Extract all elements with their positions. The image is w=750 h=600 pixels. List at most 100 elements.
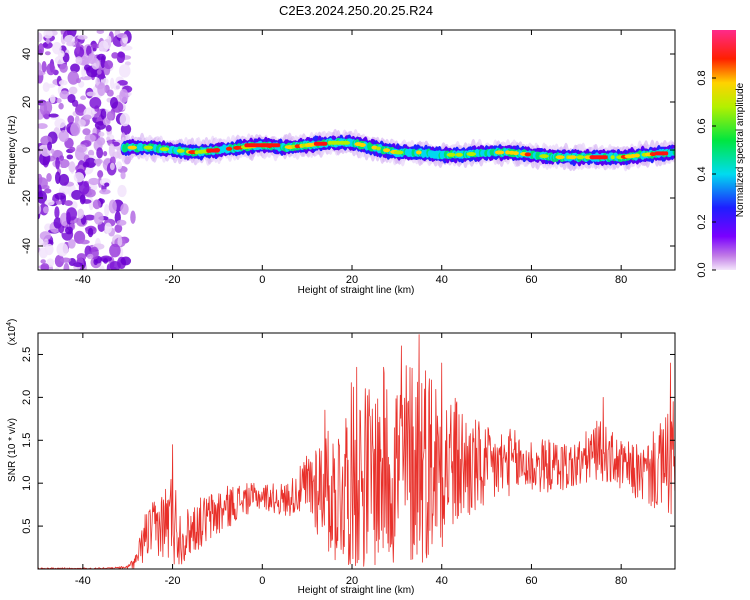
- noise-blob: [120, 203, 129, 216]
- noise-blob: [93, 211, 104, 225]
- ridge-core: [567, 155, 577, 160]
- noise-blob: [86, 45, 92, 57]
- noise-blob: [58, 158, 70, 169]
- noise-blob: [86, 91, 96, 97]
- noise-blob: [108, 199, 117, 214]
- noise-blob: [96, 137, 106, 146]
- ridge-core: [358, 143, 366, 148]
- noise-blob: [43, 206, 49, 214]
- ridge-peak: [589, 155, 608, 160]
- noise-blob: [38, 184, 42, 197]
- noise-blob: [60, 257, 72, 263]
- ridge-core: [393, 150, 404, 155]
- y-tick-label: -20: [21, 190, 33, 206]
- noise-blob: [46, 173, 52, 182]
- noise-blob: [77, 35, 88, 40]
- snr-panel: -40 -20 0 20 40 60 80 0.5 1.0 1.5 2.0 2.5 Height o…: [6, 319, 676, 596]
- noise-blob: [69, 146, 76, 153]
- noise-blob: [109, 243, 121, 258]
- noise-blob: [57, 50, 65, 58]
- noise-blob: [117, 80, 128, 86]
- noise-blob: [104, 204, 110, 217]
- x-tick-label: 60: [525, 274, 537, 286]
- ridge-core: [376, 146, 381, 151]
- noise-blob: [106, 89, 114, 97]
- noise-blob: [54, 254, 65, 268]
- snr-multiplier-exponent: 4: [6, 322, 13, 326]
- noise-blob: [78, 181, 90, 195]
- noise-blob: [115, 161, 123, 170]
- noise-blob: [88, 177, 100, 186]
- noise-blob: [55, 157, 60, 170]
- noise-blob: [54, 171, 61, 184]
- noise-blob: [67, 115, 75, 124]
- noise-blob: [45, 38, 50, 44]
- noise-blob: [100, 109, 107, 120]
- noise-blob: [76, 144, 87, 153]
- noise-blob: [87, 227, 94, 238]
- noise-blob: [75, 56, 83, 65]
- x-tick-label: 0: [259, 274, 265, 286]
- x-tick-label: 60: [525, 575, 537, 587]
- noise-blob: [96, 69, 102, 75]
- spectrogram-y-ticks: -40 -20 0 20 40: [21, 48, 675, 254]
- noise-blob: [98, 40, 109, 53]
- noise-blob: [71, 189, 83, 200]
- ridge-core: [455, 152, 463, 157]
- ridge-core: [342, 140, 351, 145]
- figure-title: C2E3.2024.250.20.25.R24: [279, 3, 433, 18]
- x-tick-label: 0: [259, 575, 265, 587]
- colorbar-tick-label: 0.6: [696, 118, 708, 133]
- snr-x-ticks: -40 -20 0 20 40 60 80: [75, 333, 627, 587]
- ridge-core: [383, 148, 391, 153]
- ridge-core: [539, 154, 549, 159]
- noise-blob: [104, 182, 110, 187]
- snr-y-label: SNR (10 * v/v): [7, 418, 18, 482]
- noise-blob: [119, 88, 129, 103]
- noise-blob: [120, 171, 126, 180]
- ridge-core: [555, 155, 565, 160]
- colorbar: 0.0 0.2 0.4 0.6 0.8 Normalized spectral ampl…: [696, 30, 746, 278]
- colorbar-gradient: [712, 30, 736, 270]
- noise-blob: [66, 154, 74, 160]
- colorbar-tick-label: 0.0: [696, 262, 708, 277]
- x-tick-label: -20: [165, 575, 181, 587]
- noise-blob: [65, 226, 73, 235]
- x-tick-label: 40: [436, 274, 448, 286]
- x-tick-label: 40: [436, 575, 448, 587]
- noise-blob: [38, 173, 43, 185]
- colorbar-tick-label: 0.8: [696, 70, 708, 85]
- noise-blob: [41, 60, 47, 73]
- noise-blob: [58, 173, 70, 186]
- ridge-core: [225, 146, 233, 151]
- ridge-core: [466, 152, 477, 157]
- y-tick-label: 0: [21, 147, 33, 153]
- noise-blob: [104, 60, 114, 70]
- noise-blob: [114, 224, 123, 233]
- noise-blob: [42, 41, 53, 49]
- noise-blob: [59, 63, 68, 73]
- ridge-peak: [313, 141, 328, 146]
- x-tick-label: 20: [346, 575, 358, 587]
- ridge-core: [176, 148, 185, 153]
- noise-blob: [38, 203, 42, 215]
- noise-blob: [70, 122, 81, 137]
- noise-blob: [54, 118, 66, 129]
- noise-blob: [120, 123, 132, 135]
- noise-blob: [97, 170, 104, 179]
- noise-blob: [40, 263, 50, 270]
- ridge-peak: [206, 148, 220, 153]
- noise-blob: [47, 141, 53, 151]
- noise-blob: [117, 236, 123, 247]
- noise-blob: [90, 43, 100, 49]
- noise-blob: [38, 62, 42, 75]
- noise-blob: [83, 64, 91, 71]
- noise-blob: [42, 82, 50, 93]
- snr-multiplier-base: (x10: [7, 325, 18, 345]
- noise-blob: [119, 112, 131, 127]
- ridge-peak: [244, 143, 281, 148]
- snr-y-ticks: 0.5 1.0 1.5 2.0 2.5: [21, 347, 675, 534]
- noise-blob: [106, 111, 116, 121]
- noise-blob: [80, 95, 87, 101]
- noise-blob: [117, 51, 126, 58]
